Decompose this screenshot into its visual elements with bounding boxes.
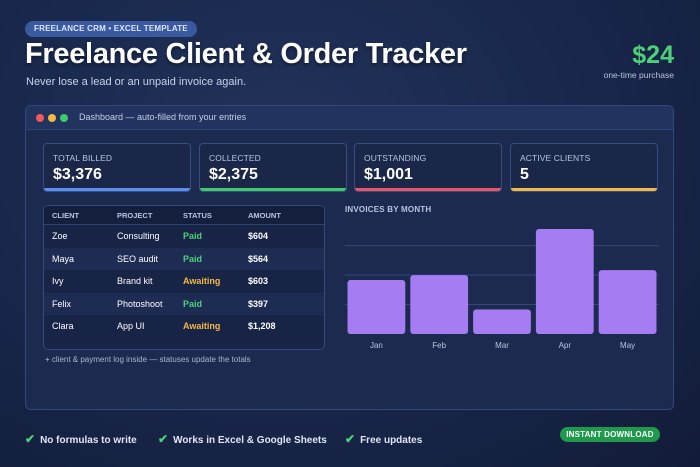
amount-value: $1,208 bbox=[248, 321, 276, 331]
kpi-value: $2,375 bbox=[209, 166, 258, 183]
kpi-card-collected: COLLECTED $2,375 bbox=[199, 143, 347, 192]
price: $24 bbox=[632, 41, 674, 69]
kpi-card-outstanding: OUTSTANDING $1,001 bbox=[354, 143, 502, 192]
table-row[interactable]: Clara App UI Awaiting $1,208 bbox=[44, 315, 324, 338]
client-name: Maya bbox=[52, 253, 75, 264]
x-tick-label: Mar bbox=[495, 341, 509, 350]
project-name: SEO audit bbox=[117, 253, 159, 264]
table-row[interactable]: Felix Photoshoot Paid $397 bbox=[44, 292, 324, 315]
maximize-window-dot[interactable] bbox=[60, 114, 68, 122]
status-badge: Paid bbox=[183, 298, 203, 309]
amount-value: $564 bbox=[248, 253, 269, 264]
client-name: Ivy bbox=[52, 276, 64, 286]
kpi-accent-bar bbox=[355, 188, 501, 191]
bar-mar bbox=[473, 309, 531, 334]
window-title: Dashboard — auto-filled from your entrie… bbox=[79, 112, 247, 122]
feature-excel-sheets: ✔ Works in Excel & Google Sheets bbox=[158, 432, 327, 446]
feature-free-updates: ✔ Free updates bbox=[345, 432, 422, 446]
amount-value: $604 bbox=[248, 231, 269, 241]
feature-label: No formulas to write bbox=[40, 435, 137, 446]
checkmark-icon: ✔ bbox=[25, 432, 36, 446]
table-row[interactable]: Maya SEO audit Paid $564 bbox=[44, 247, 324, 270]
table-row[interactable]: Zoe Consulting Paid $604 bbox=[44, 225, 324, 248]
kpi-card-active-clients: ACTIVE CLIENTS 5 bbox=[510, 143, 658, 192]
x-tick-label: Apr bbox=[559, 341, 572, 350]
kpi-label: COLLECTED bbox=[209, 153, 261, 163]
kpi-label: ACTIVE CLIENTS bbox=[520, 153, 591, 163]
column-header-client[interactable]: CLIENT bbox=[52, 211, 80, 220]
column-header-status[interactable]: STATUS bbox=[183, 211, 212, 220]
kpi-card-total-billed: TOTAL BILLED $3,376 bbox=[43, 143, 191, 192]
bar-apr bbox=[535, 228, 594, 334]
kpi-value: $1,001 bbox=[364, 166, 413, 183]
column-header-amount[interactable]: AMOUNT bbox=[248, 211, 281, 220]
invoices-bar-chart: Jan Feb Mar Apr May bbox=[345, 228, 659, 350]
page-title: Freelance Client & Order Tracker bbox=[25, 38, 467, 70]
kpi-accent-bar bbox=[44, 188, 190, 191]
feature-label: Works in Excel & Google Sheets bbox=[173, 435, 327, 446]
project-name: Photoshoot bbox=[117, 298, 163, 309]
project-name: Brand kit bbox=[117, 276, 153, 286]
x-tick-label: Jan bbox=[370, 341, 383, 350]
table-row[interactable]: Ivy Brand kit Awaiting $603 bbox=[44, 270, 324, 293]
price-note: one-time purchase bbox=[603, 70, 674, 80]
product-badge: FREELANCE CRM • EXCEL TEMPLATE bbox=[25, 21, 197, 37]
chart-title: INVOICES BY MONTH bbox=[345, 205, 432, 214]
instant-download-button[interactable]: INSTANT DOWNLOAD bbox=[560, 427, 660, 442]
project-name: App UI bbox=[117, 321, 145, 331]
checkmark-icon: ✔ bbox=[345, 432, 356, 446]
feature-no-formulas: ✔ No formulas to write bbox=[25, 432, 137, 446]
client-name: Clara bbox=[52, 321, 74, 331]
status-badge: Paid bbox=[183, 231, 203, 241]
minimize-window-dot[interactable] bbox=[48, 114, 56, 122]
kpi-label: OUTSTANDING bbox=[364, 153, 427, 163]
amount-value: $397 bbox=[248, 298, 269, 309]
status-badge: Awaiting bbox=[183, 321, 221, 331]
bar-jan bbox=[347, 280, 406, 334]
close-window-dot[interactable] bbox=[36, 114, 44, 122]
client-table: CLIENT PROJECT STATUS AMOUNT Zoe Consult… bbox=[43, 205, 325, 350]
window-titlebar: Dashboard — auto-filled from your entrie… bbox=[26, 106, 673, 130]
client-name: Felix bbox=[52, 298, 72, 309]
status-badge: Awaiting bbox=[183, 276, 221, 286]
bar-may bbox=[598, 270, 657, 334]
x-tick-label: Feb bbox=[432, 341, 446, 350]
kpi-accent-bar bbox=[511, 188, 657, 191]
column-header-project[interactable]: PROJECT bbox=[117, 211, 153, 220]
kpi-accent-bar bbox=[200, 188, 346, 191]
table-footnote: + client & payment log inside — statuses… bbox=[45, 355, 251, 364]
kpi-value: $3,376 bbox=[53, 166, 102, 183]
dashboard-window: Dashboard — auto-filled from your entrie… bbox=[25, 105, 674, 410]
status-badge: Paid bbox=[183, 253, 203, 264]
project-name: Consulting bbox=[117, 231, 160, 241]
client-name: Zoe bbox=[52, 231, 68, 241]
kpi-value: 5 bbox=[520, 166, 529, 183]
kpi-label: TOTAL BILLED bbox=[53, 153, 113, 163]
table-header-row: CLIENT PROJECT STATUS AMOUNT bbox=[44, 206, 324, 225]
feature-label: Free updates bbox=[360, 435, 423, 446]
amount-value: $603 bbox=[248, 276, 269, 286]
checkmark-icon: ✔ bbox=[158, 432, 169, 446]
page-subtitle: Never lose a lead or an unpaid invoice a… bbox=[26, 76, 247, 88]
x-tick-label: May bbox=[620, 341, 635, 350]
bar-feb bbox=[410, 275, 469, 334]
